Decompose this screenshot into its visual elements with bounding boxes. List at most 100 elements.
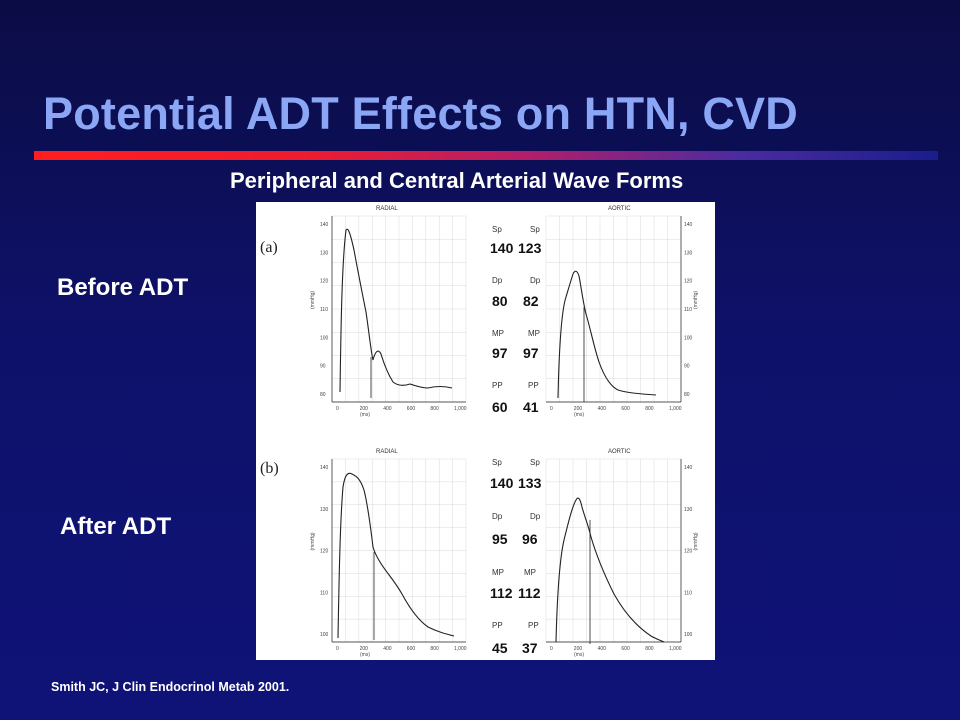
panel-a-pp-radial: 60 [492, 399, 508, 415]
panel-a-radial-header: RADIAL [376, 206, 398, 212]
panel-b-radial-waveform [337, 472, 455, 639]
panel-b-aortic-x-tick-label: 400 [598, 646, 607, 652]
panel-b-radial-header: RADIAL [376, 449, 398, 455]
panel-b-aortic-waveform [555, 497, 665, 643]
panel-b-aortic-axes: 140 130 120 110 100 0 200 400 600 800 1,000 (ms) (mm… [546, 459, 699, 658]
panel-a-mp-label-radial: MP [492, 329, 504, 338]
panel-b-radial-x-tick-label: 800 [430, 646, 439, 652]
panel-b-aortic-header: AORTIC [608, 449, 631, 455]
panel-a-aortic-x-tick-label: 200 [574, 406, 583, 412]
panel-a-pp-label-radial: PP [492, 381, 503, 390]
after-adt-label: After ADT [60, 513, 172, 540]
waveform-figure: (a) RADIAL AORTIC Sp Sp 140 123 Dp Dp 80… [256, 202, 715, 660]
panel-b-sp-label-radial: Sp [492, 458, 502, 467]
panel-a-radial-y-tick-label: 130 [320, 250, 329, 256]
panel-b-pp-radial: 45 [492, 640, 508, 656]
panel-b-sp-radial: 140 [490, 475, 514, 491]
panel-a-radial-waveform [339, 228, 453, 393]
panel-b-dp-label-radial: Dp [492, 512, 503, 521]
waveform-figure-svg: (a) RADIAL AORTIC Sp Sp 140 123 Dp Dp 80… [260, 206, 699, 658]
panel-a-aortic-waveform [557, 270, 657, 399]
panel-b-pp-label-aortic: PP [528, 621, 539, 630]
panel-a-aortic-x-tick-label: 0 [550, 406, 553, 412]
panel-a-aortic-y-tick-label: 100 [684, 335, 693, 341]
panel-b-aortic-x-tick-label: 800 [645, 646, 654, 652]
panel-b-pp-label-radial: PP [492, 621, 503, 630]
panel-a-radial-y-tick-label: 100 [320, 335, 329, 341]
panel-a-radial-x-tick-label: 1,000 [454, 406, 467, 412]
panel-a-radial-x-tick-label: 400 [383, 406, 392, 412]
panel-b-radial-y-tick-label: 110 [320, 590, 328, 596]
panel-a-aortic-y-tick-label: 120 [684, 279, 693, 285]
panel-b-aortic-y-tick-label: 120 [684, 549, 693, 555]
panel-a-mp-radial: 97 [492, 345, 508, 361]
panel-b-mp-aortic: 112 [518, 585, 541, 601]
panel-b-radial-y-tick-label: 140 [320, 465, 329, 471]
panel-a-radial-y-tick-label: 110 [320, 307, 328, 313]
panel-a-aortic-x-tick-label: 400 [598, 406, 607, 412]
before-adt-label: Before ADT [57, 274, 189, 301]
panel-b-aortic-y-tick-label: 100 [684, 632, 693, 638]
grid-layer [331, 215, 682, 643]
panel-a-radial-x-tick-label: 600 [407, 406, 416, 412]
panel-a-radial-y-tick-label: 80 [320, 392, 326, 398]
panel-a-radial-y-tick-label: 140 [320, 222, 329, 228]
panel-a-aortic-x-tick-label: 600 [621, 406, 630, 412]
panel-b-aortic-y-tick-label: 140 [684, 465, 693, 471]
panel-a-aortic-y-tick-label: 90 [684, 364, 690, 370]
panel-a-sp-label-radial: Sp [492, 225, 502, 234]
panel-a-dp-aortic: 82 [523, 293, 539, 309]
panel-b-radial-x-tick-label: 1,000 [454, 646, 467, 652]
panel-b-sp-label-aortic: Sp [530, 458, 540, 467]
panel-b-radial-y-tick-label: 130 [320, 507, 329, 513]
panel-a-aortic-y-tick-label: 130 [684, 250, 693, 256]
panel-b-aortic-x-unit: (ms) [574, 652, 584, 658]
panel-b-radial-y-unit: (mmHg) [310, 532, 316, 550]
panel-b-mp-label-aortic: MP [524, 568, 536, 577]
panel-b-radial-y-tick-label: 120 [320, 549, 329, 555]
panel-a-radial-x-tick-label: 200 [360, 406, 369, 412]
panel-a-tag: (a) [260, 239, 278, 256]
panel-a-dp-label-aortic: Dp [530, 276, 541, 285]
panel-a-aortic-y-unit: (mmHg) [693, 291, 699, 309]
panel-b-dp-aortic: 96 [522, 531, 538, 547]
panel-a-radial-x-unit: (ms) [360, 412, 370, 418]
panel-a-radial-y-tick-label: 120 [320, 279, 329, 285]
panel-a-sp-radial: 140 [490, 240, 514, 256]
panel-b-mp-label-radial: MP [492, 568, 504, 577]
panel-b-dp-label-aortic: Dp [530, 512, 541, 521]
panel-b-mp-radial: 112 [490, 585, 513, 601]
panel-a-aortic-header: AORTIC [608, 206, 631, 212]
citation: Smith JC, J Clin Endocrinol Metab 2001. [51, 680, 290, 694]
panel-a-aortic-y-tick-label: 110 [684, 307, 692, 313]
panel-a-pp-label-aortic: PP [528, 381, 539, 390]
panel-a-dp-radial: 80 [492, 293, 508, 309]
panel-b-aortic-y-tick-label: 110 [684, 590, 692, 596]
panel-b-sp-aortic: 133 [518, 475, 542, 491]
panel-a-aortic-x-unit: (ms) [574, 412, 584, 418]
panel-b-radial-y-tick-label: 100 [320, 632, 329, 638]
panel-b-aortic-y-tick-label: 130 [684, 507, 693, 513]
panel-b-radial-axes: 140 130 120 110 100 0 200 400 600 800 1,000 (ms) (mm… [310, 459, 467, 658]
panel-a-sp-label-aortic: Sp [530, 225, 540, 234]
panel-b-aortic-x-tick-label: 1,000 [669, 646, 682, 652]
panel-a-mp-aortic: 97 [523, 345, 539, 361]
panel-b-aortic-y-unit: (mmHg) [693, 532, 699, 550]
panel-b-radial-x-tick-label: 0 [336, 646, 339, 652]
title-underline [34, 151, 938, 160]
panel-b-aortic-x-tick-label: 0 [550, 646, 553, 652]
panel-a-sp-aortic: 123 [518, 240, 542, 256]
panel-b-aortic-x-tick-label: 200 [574, 646, 583, 652]
panel-a-aortic-y-tick-label: 140 [684, 222, 693, 228]
figure-subtitle: Peripheral and Central Arterial Wave For… [230, 168, 684, 193]
panel-b-dp-radial: 95 [492, 531, 508, 547]
panel-a-mp-label-aortic: MP [528, 329, 540, 338]
panel-a-dp-label-radial: Dp [492, 276, 503, 285]
panel-a-radial-y-tick-label: 90 [320, 364, 326, 370]
panel-a-pp-aortic: 41 [523, 399, 539, 415]
panel-b-aortic-x-tick-label: 600 [621, 646, 630, 652]
panel-b-radial-x-tick-label: 400 [383, 646, 392, 652]
panel-a-radial-y-unit: (mmHg) [310, 291, 316, 309]
